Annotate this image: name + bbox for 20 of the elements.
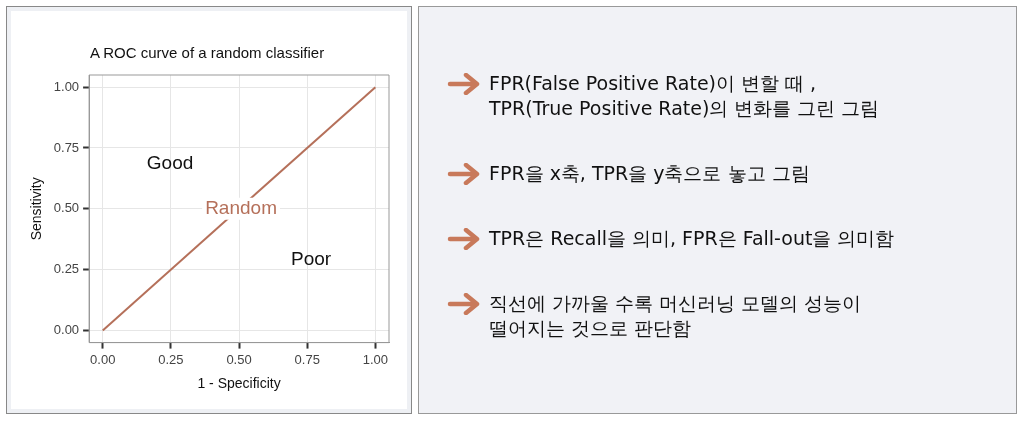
x-tick-label: 0.75 [294,351,320,367]
annotation: Poor [290,247,332,269]
text: FPR(False Positive Rate)이 변할 때 , TPR(True Positive Rate)의 변화를 그린 그림 [489,71,880,121]
y-tick-label: 1.00 [53,78,80,94]
y-axis-title: Sensitivity [28,177,45,241]
text: 직선에 가까울 수록 머신러닝 모델의 성능이 떨어지는 것으로 판단함 [489,291,862,341]
x-tick-label: 0.25 [158,351,184,367]
chart-title: A ROC curve of a random classifier [89,44,325,62]
x-tick-label: 0.00 [90,351,116,367]
x-tick-label: 0.50 [226,351,252,367]
y-tick-label: 0.25 [53,261,80,277]
annotation: Good [146,151,194,173]
y-tick-label: 0.00 [53,322,80,338]
series-label: Random [205,197,277,219]
x-tick-label: 1.00 [362,351,389,367]
text: FPR을 x축, TPR을 y축으로 놓고 그림 [489,161,810,186]
x-axis-title: 1 - Specificity [197,375,281,392]
y-tick-label: 0.50 [53,200,80,216]
text: TPR은 Recall을 의미, FPR은 Fall-out을 의미함 [489,226,895,251]
y-tick-label: 0.75 [53,139,80,155]
